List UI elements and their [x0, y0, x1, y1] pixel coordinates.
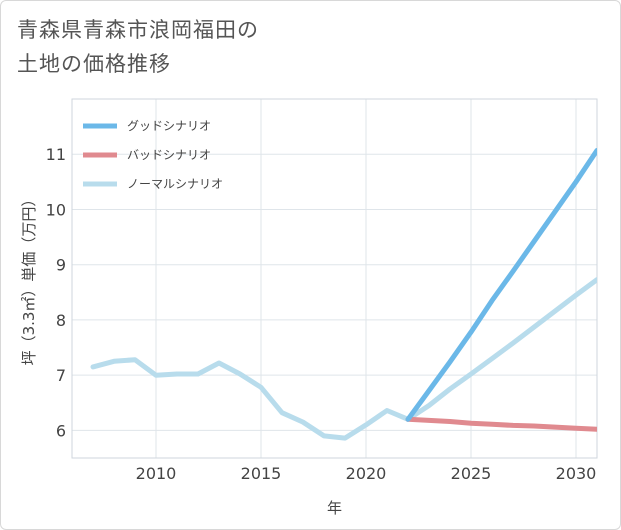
legend-label: グッドシナリオ [127, 119, 211, 133]
chart-title: 青森県青森市浪岡福田の 土地の価格推移 [17, 13, 259, 81]
legend-label: バッドシナリオ [127, 148, 211, 162]
x-axis-title: 年 [327, 499, 342, 517]
x-tick-label: 2015 [241, 464, 282, 483]
legend-label: ノーマルシナリオ [127, 177, 223, 191]
x-tick-label: 2010 [136, 464, 177, 483]
y-tick-label: 9 [56, 256, 66, 275]
chart-title-line-1: 青森県青森市浪岡福田の [17, 18, 259, 42]
y-tick-label: 8 [56, 311, 66, 330]
y-tick-label: 10 [46, 200, 66, 219]
series-line-2 [90, 277, 597, 441]
x-tick-label: 2020 [346, 464, 387, 483]
x-tick-label: 2030 [556, 464, 597, 483]
chart-title-line-2: 土地の価格推移 [17, 52, 171, 76]
x-tick-label: 2025 [451, 464, 492, 483]
series-line-0 [405, 147, 597, 422]
x-axis-ticks: 2010 2015 2020 2025 2030 [136, 464, 597, 483]
y-tick-label: 7 [56, 366, 66, 385]
y-tick-label: 6 [56, 421, 66, 440]
series-lines [90, 147, 597, 441]
series-line-1 [405, 416, 597, 432]
y-axis-ticks: 6 7 8 9 10 11 [46, 145, 66, 440]
y-axis-title: 坪（3.3㎡）単価（万円） [20, 192, 38, 366]
y-tick-label: 11 [46, 145, 66, 164]
